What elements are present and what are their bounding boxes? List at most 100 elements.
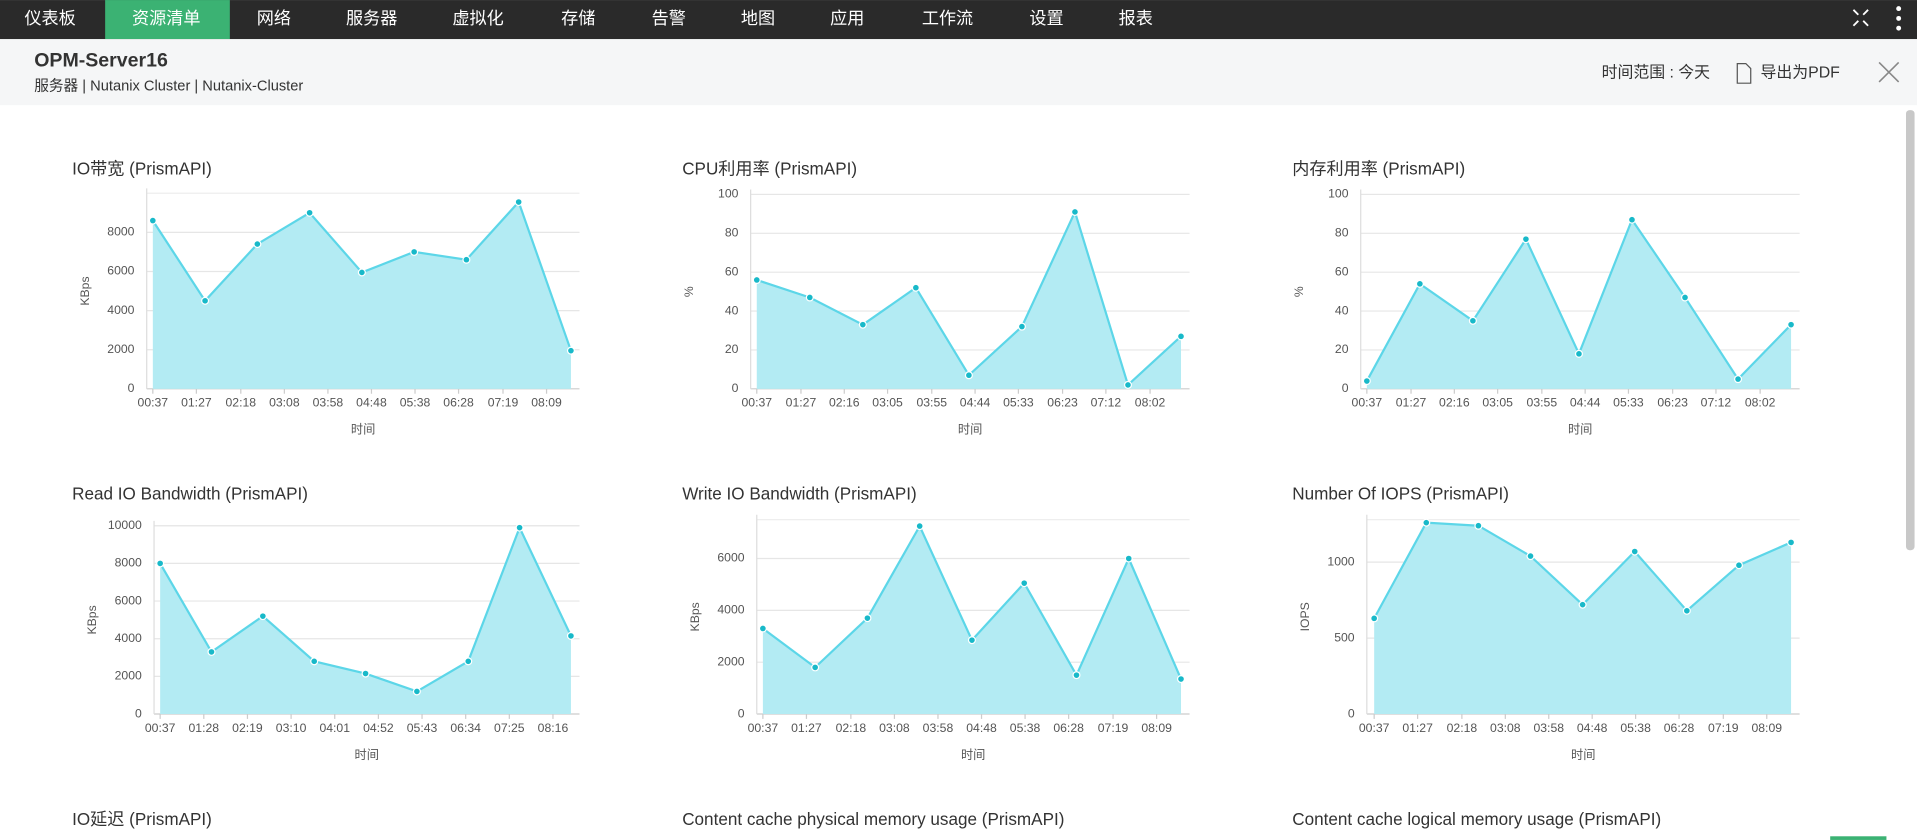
- nav-item[interactable]: 仪表板: [24, 9, 75, 28]
- point[interactable]: [305, 208, 314, 217]
- x-tick-label: 04:01: [319, 721, 350, 735]
- point[interactable]: [811, 663, 820, 672]
- chart-title: Content cache logical memory usage (Pris…: [1292, 810, 1661, 829]
- point[interactable]: [1415, 279, 1424, 288]
- point[interactable]: [361, 669, 370, 678]
- point[interactable]: [1124, 554, 1133, 563]
- point[interactable]: [1020, 579, 1029, 588]
- x-tick-label: 00:37: [145, 721, 176, 735]
- point[interactable]: [1072, 671, 1081, 680]
- point[interactable]: [357, 268, 366, 277]
- x-tick-label: 04:48: [1577, 721, 1608, 735]
- point[interactable]: [1680, 293, 1690, 302]
- point[interactable]: [1176, 675, 1186, 684]
- nav-item[interactable]: 存储: [561, 9, 595, 28]
- pdf-icon[interactable]: [1736, 63, 1752, 84]
- nav-item[interactable]: 报表: [1119, 9, 1153, 28]
- page-title: OPM-Server16: [34, 49, 168, 71]
- point[interactable]: [410, 247, 419, 256]
- x-axis-label: 时间: [958, 423, 982, 437]
- nav-item[interactable]: 网络: [257, 9, 291, 28]
- export-pdf[interactable]: 导出为PDF: [1761, 64, 1841, 82]
- point[interactable]: [514, 197, 523, 207]
- point[interactable]: [464, 657, 473, 666]
- point[interactable]: [1474, 521, 1483, 530]
- point[interactable]: [858, 320, 867, 329]
- x-tick-label: 02:19: [232, 721, 263, 735]
- menu-icon[interactable]: [1896, 6, 1902, 31]
- point[interactable]: [1682, 606, 1691, 615]
- point[interactable]: [207, 647, 216, 656]
- point[interactable]: [805, 293, 814, 302]
- point[interactable]: [148, 216, 157, 225]
- close-icon[interactable]: [1878, 61, 1900, 83]
- point[interactable]: [515, 523, 524, 532]
- point[interactable]: [1468, 316, 1477, 325]
- x-tick-label: 08:02: [1135, 396, 1166, 410]
- nav-item[interactable]: 告警: [652, 9, 686, 28]
- point[interactable]: [967, 636, 976, 645]
- point[interactable]: [1070, 207, 1079, 216]
- x-tick-label: 08:16: [538, 721, 569, 735]
- y-tick-label: 80: [725, 226, 739, 240]
- point[interactable]: [201, 296, 210, 305]
- x-axis-label: 时间: [351, 423, 375, 437]
- x-tick-label: 03:10: [276, 721, 307, 735]
- point[interactable]: [1526, 552, 1535, 561]
- nav-item[interactable]: 设置: [1029, 9, 1063, 28]
- point[interactable]: [1176, 332, 1186, 341]
- point[interactable]: [1734, 375, 1743, 384]
- point[interactable]: [253, 240, 262, 249]
- time-range[interactable]: 时间范围 : 今天: [1602, 64, 1711, 82]
- point[interactable]: [1787, 538, 1796, 547]
- point[interactable]: [911, 283, 920, 292]
- point[interactable]: [1362, 377, 1371, 386]
- point[interactable]: [1123, 380, 1133, 389]
- point[interactable]: [1521, 235, 1530, 244]
- point[interactable]: [1370, 614, 1379, 623]
- point[interactable]: [1627, 215, 1637, 224]
- x-tick-label: 06:23: [1047, 396, 1078, 410]
- scrollbar[interactable]: [1905, 110, 1915, 551]
- point[interactable]: [964, 371, 973, 380]
- x-tick-label: 01:27: [791, 721, 822, 735]
- nav-item[interactable]: 资源清单: [132, 9, 200, 28]
- x-tick-label: 05:38: [1620, 721, 1651, 735]
- nav-item[interactable]: 应用: [830, 9, 864, 28]
- x-tick-label: 07:19: [1098, 721, 1129, 735]
- point[interactable]: [156, 559, 165, 568]
- x-tick-label: 02:18: [836, 721, 867, 735]
- point[interactable]: [258, 612, 267, 621]
- nav-item[interactable]: 地图: [741, 9, 775, 28]
- point[interactable]: [412, 687, 421, 696]
- chart-title: Read IO Bandwidth (PrismAPI): [72, 485, 308, 504]
- point[interactable]: [1574, 349, 1583, 358]
- point[interactable]: [915, 522, 924, 531]
- point[interactable]: [566, 346, 575, 355]
- point[interactable]: [752, 275, 761, 285]
- point[interactable]: [1630, 547, 1639, 556]
- chart-title: IO延迟 (PrismAPI): [72, 810, 212, 829]
- point[interactable]: [863, 614, 872, 623]
- y-tick-label: 60: [725, 264, 739, 278]
- x-axis-label: 时间: [355, 748, 379, 762]
- point[interactable]: [462, 255, 471, 264]
- x-tick-label: 08:09: [1751, 721, 1782, 735]
- point[interactable]: [1578, 600, 1587, 609]
- point[interactable]: [1422, 518, 1431, 527]
- collapse-icon[interactable]: [1852, 9, 1869, 27]
- point[interactable]: [1017, 322, 1026, 331]
- point[interactable]: [1787, 320, 1796, 329]
- nav-item[interactable]: 工作流: [922, 9, 973, 28]
- nav-item[interactable]: 虚拟化: [452, 9, 503, 28]
- point[interactable]: [1734, 561, 1743, 570]
- x-axis-label: 时间: [1568, 423, 1592, 437]
- y-tick-label: 1000: [1327, 554, 1354, 568]
- x-tick-label: 08:02: [1745, 396, 1776, 410]
- point[interactable]: [310, 657, 319, 666]
- point[interactable]: [566, 631, 575, 640]
- nav-bar: [0, 0, 1917, 40]
- point[interactable]: [758, 624, 767, 633]
- nav-item[interactable]: 服务器: [346, 9, 397, 28]
